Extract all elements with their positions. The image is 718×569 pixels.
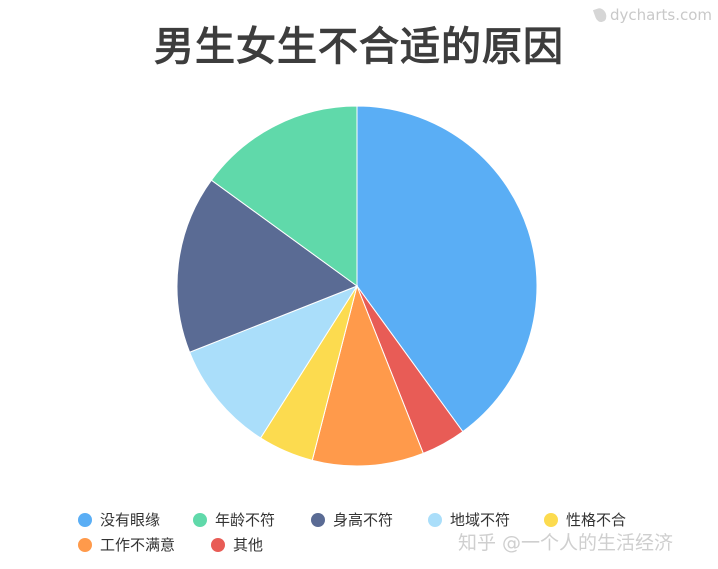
pie-slice-5: [176, 179, 359, 353]
legend-marker: [211, 537, 225, 552]
legend-marker: [428, 512, 442, 527]
legend-marker: [78, 512, 92, 527]
pie-slice-2: [311, 284, 424, 467]
legend-item[interactable]: 工作不满意: [78, 534, 175, 555]
legend-item[interactable]: 身高不符: [311, 509, 393, 530]
legend-label: 没有眼缘: [100, 511, 161, 529]
legend-label: 身高不符: [333, 511, 394, 529]
dycharts-logo: dycharts.com: [592, 6, 712, 24]
legend-item[interactable]: 地域不符: [428, 509, 510, 530]
pie-slice-6: [210, 105, 358, 287]
legend-label: 其他: [233, 536, 264, 554]
legend-label: 性格不合: [566, 511, 627, 529]
legend-item[interactable]: 性格不合: [544, 509, 626, 530]
chart-title: 男生女生不合适的原因: [154, 24, 564, 70]
pie-slice-4: [188, 284, 359, 439]
pie-slice-0: [356, 105, 538, 433]
legend-marker: [544, 512, 558, 527]
legend-label: 年龄不符: [215, 511, 276, 529]
legend-marker: [311, 512, 325, 527]
legend-label: 地域不符: [450, 511, 511, 529]
watermark: 知乎 @一个人的生活经济: [458, 532, 674, 554]
legend-item[interactable]: 年龄不符: [193, 509, 275, 530]
legend-label: 工作不满意: [100, 536, 176, 554]
legend-marker: [193, 512, 207, 527]
legend-marker: [78, 537, 92, 552]
legend-item[interactable]: 没有眼缘: [78, 509, 160, 530]
logo-text: dycharts.com: [609, 6, 712, 24]
legend-item[interactable]: 其他: [211, 534, 263, 555]
